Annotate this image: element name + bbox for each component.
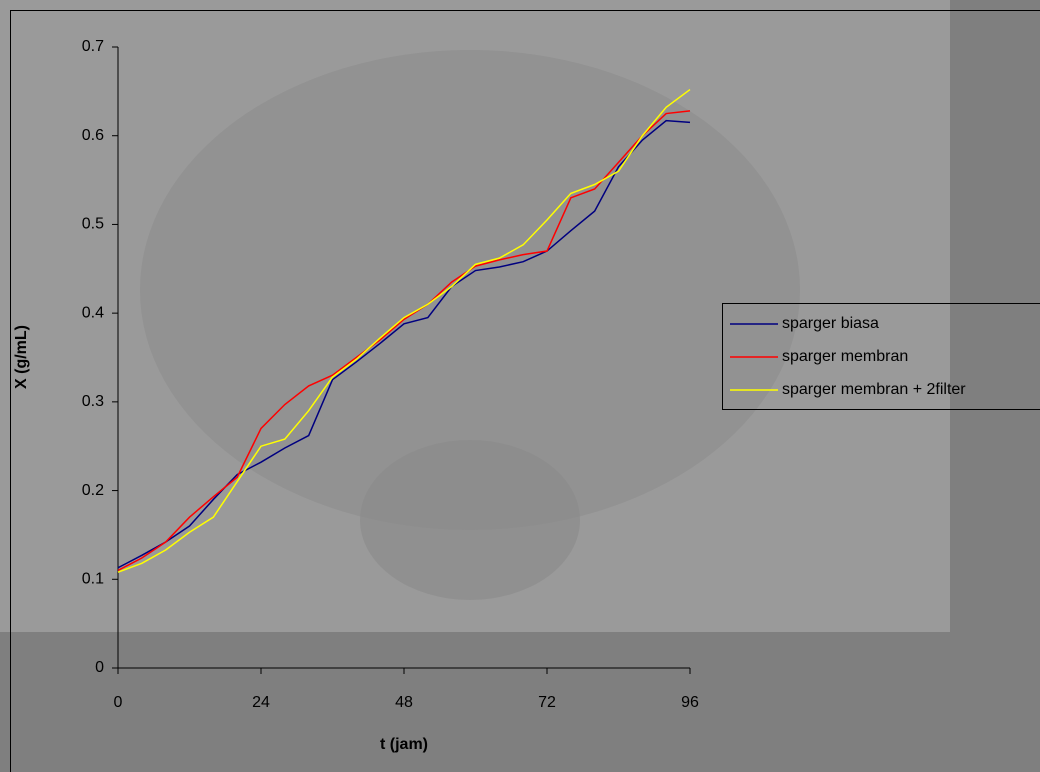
x-tick-label: 24 bbox=[252, 694, 270, 711]
y-tick-label: 0.4 bbox=[82, 304, 104, 321]
watermark bbox=[360, 440, 580, 600]
legend bbox=[722, 303, 1040, 410]
y-tick-label: 0.5 bbox=[82, 216, 104, 233]
x-tick-label: 96 bbox=[681, 694, 699, 711]
y-axis-title: X (g/mL) bbox=[13, 325, 30, 389]
x-tick-label: 0 bbox=[114, 694, 123, 711]
x-tick-label: 48 bbox=[395, 694, 413, 711]
legend-label: sparger membran bbox=[782, 348, 908, 365]
x-tick-label: 72 bbox=[538, 694, 556, 711]
y-tick-label: 0.3 bbox=[82, 393, 104, 410]
series-line bbox=[117, 110, 691, 572]
y-tick-label: 0.2 bbox=[82, 482, 104, 499]
watermark bbox=[140, 50, 800, 530]
y-tick-label: 0.6 bbox=[82, 127, 104, 144]
y-tick-label: 0.1 bbox=[82, 571, 104, 588]
legend-label: sparger biasa bbox=[782, 315, 879, 332]
legend-label: sparger membran + 2filter bbox=[782, 381, 966, 398]
chart-border bbox=[10, 10, 1040, 772]
x-axis-title: t (jam) bbox=[380, 736, 428, 753]
y-tick-label: 0 bbox=[95, 659, 104, 676]
y-tick-label: 0.7 bbox=[82, 38, 104, 55]
series-line bbox=[117, 88, 691, 573]
series-line bbox=[117, 119, 691, 569]
